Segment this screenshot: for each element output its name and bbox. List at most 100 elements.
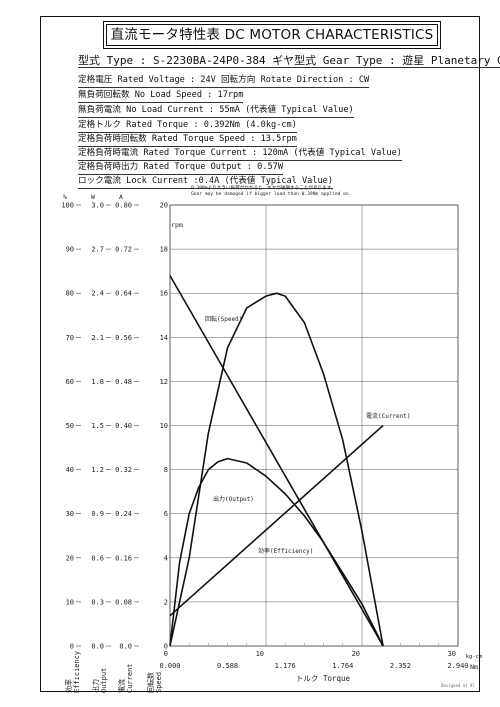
x-unit-nm: Nm: [470, 663, 478, 671]
spec-rated-torque-output: 定格負荷時出力 Rated Torque Output : 0.57W: [78, 162, 284, 175]
y-axis-title-en: Speed: [155, 672, 163, 693]
spec-lock-current: ロック電流 Lock Current :0.4A (代表値 Typical Va…: [78, 176, 334, 189]
y-tick-label-rpm: 16: [160, 290, 168, 298]
y-axis-title-%: 効率 Efficiency: [64, 651, 81, 693]
y-unit-%: %: [63, 193, 67, 201]
y-tick-label-rpm: 8: [164, 466, 168, 474]
y-tick-label-A: 0.0: [119, 643, 132, 651]
x-tick-label-kgcm: 20: [352, 650, 360, 658]
series-line-0: [169, 275, 384, 647]
y-axis-title-en: Efficiency: [73, 651, 81, 693]
spec-rated-torque: 定格トルク Rated Torque : 0.392Nm (4.0kg-cm): [78, 120, 297, 133]
y-tick-label-A: 0.24: [115, 510, 132, 518]
x-tick-label-nm: 0.588: [217, 662, 238, 670]
y-axis-title-A: 電流 Current: [117, 663, 134, 693]
y-unit-W: W: [91, 193, 95, 201]
y-tick-label-W: 0.9: [91, 510, 104, 518]
series-label-3: 効率(Efficiency): [258, 547, 313, 555]
chart-series: [169, 275, 384, 647]
y-tick-label-rpm: 10: [160, 422, 168, 430]
y-tick-label-%: 30: [66, 510, 74, 518]
y-axis-title-en: Output: [100, 668, 108, 693]
characteristics-sheet: [40, 16, 480, 692]
gear-damage-note: 0.39Nmより大きい負荷がかかると、ギヤが破損することがあります。 Gear …: [191, 186, 351, 198]
y-axis-title-rpm: 回転数 Speed: [146, 672, 163, 693]
y-tick-label-W: 0.0: [91, 643, 104, 651]
chart-grid: [169, 204, 459, 647]
y-axis-title-en: Current: [126, 663, 134, 693]
y-tick-label-W: 3.0: [91, 202, 104, 210]
y-tick-label-rpm: 4: [164, 554, 168, 562]
y-tick-label-A: 0.40: [115, 422, 132, 430]
y-tick-label-W: 2.1: [91, 334, 104, 342]
x-tick-label-kgcm: 10: [256, 650, 264, 658]
spec-rated-torque-speed: 定格負荷時回転数 Rated Torque Speed : 13.5rpm: [78, 134, 297, 147]
y-axis-title-jp: 効率: [64, 679, 73, 693]
y-tick-label-W: 2.4: [91, 290, 104, 298]
y-tick-label-A: 0.08: [115, 598, 132, 606]
y-tick-label-W: 2.7: [91, 246, 104, 254]
y-tick-label-%: 10: [66, 598, 74, 606]
y-unit-A: A: [119, 193, 123, 201]
spec-type: 型式 Type : S-2230BA-24P0-384 ギヤ型式 Gear Ty…: [78, 55, 500, 68]
y-tick-label-rpm: 12: [160, 378, 168, 386]
y-tick-label-W: 0.6: [91, 554, 104, 562]
y-tick-label-W: 1.8: [91, 378, 104, 386]
y-tick-label-rpm: 14: [160, 334, 168, 342]
y-tick-label-rpm: 2: [164, 598, 168, 606]
y-tick-label-A: 0.64: [115, 290, 132, 298]
y-tick-label-rpm: 18: [160, 246, 168, 254]
y-axis-title-W: 出力 Output: [91, 668, 108, 693]
y-tick-label-W: 0.3: [91, 598, 104, 606]
x-tick-label-nm: 1.176: [275, 662, 296, 670]
y-unit-rpm: rpm: [171, 221, 183, 229]
spec-no-load-current: 無負荷電流 No Load Current : 55mA (代表値 Typica…: [78, 105, 354, 118]
y-tick-label-rpm: 6: [164, 510, 168, 518]
x-tick-label-nm: 2.352: [390, 662, 411, 670]
series-line-2: [169, 292, 384, 647]
y-tick-label-A: 0.56: [115, 334, 132, 342]
y-tick-label-W: 1.5: [91, 422, 104, 430]
gear-damage-note-jp: 0.39Nmより大きい負荷がかかると、ギヤが破損することがあります。: [191, 186, 336, 191]
y-tick-label-%: 90: [66, 246, 74, 254]
series-label-0: 回転(Speed): [205, 315, 242, 323]
y-tick-label-A: 0.16: [115, 554, 132, 562]
x-tick-label-nm: 2.940: [447, 662, 468, 670]
y-tick-label-%: 70: [66, 334, 74, 342]
y-tick-label-A: 0.48: [115, 378, 132, 386]
y-tick-label-%: 50: [66, 422, 74, 430]
y-tick-label-rpm: 0: [164, 643, 168, 651]
chart-labels: 00.00.0020.080.31040.160.62060.240.93080…: [61, 193, 483, 693]
y-tick-label-%: 80: [66, 290, 74, 298]
spec-no-load-speed: 無負荷回転数 No Load Speed : 17rpm: [78, 90, 244, 103]
footer-note: Designed at 97: [441, 683, 475, 688]
x-axis-label: トルク Torque: [296, 674, 351, 683]
y-axis-title-jp: 出力: [91, 679, 100, 693]
x-tick-label-kgcm: 30: [448, 650, 456, 658]
series-line-3: [169, 457, 384, 647]
x-tick-label-nm: 0.000: [159, 662, 180, 670]
y-tick-label-%: 40: [66, 466, 74, 474]
series-line-1: [169, 424, 384, 617]
y-axis-title-jp: 回転数: [146, 672, 155, 693]
y-tick-label-A: 0.80: [115, 202, 132, 210]
y-tick-label-W: 1.2: [91, 466, 104, 474]
spec-rated-torque-current: 定格負荷時電流 Rated Torque Current : 120mA (代表…: [78, 148, 402, 161]
y-axis-title-jp: 電流: [117, 679, 126, 693]
chart-axes: [76, 204, 139, 647]
gear-damage-note-en: Gear may be damaged if bigger load than …: [191, 192, 352, 197]
x-tick-label-kgcm: 0: [164, 650, 168, 658]
y-tick-label-%: 60: [66, 378, 74, 386]
y-tick-label-%: 100: [61, 202, 74, 210]
spec-rated-voltage: 定格電圧 Rated Voltage : 24V 回転方向 Rotate Dir…: [78, 75, 370, 88]
y-tick-label-A: 0.32: [115, 466, 132, 474]
x-unit-kgcm: kg-cm: [466, 654, 483, 660]
page-title: 直流モータ特性表 DC MOTOR CHARACTERISTICS: [103, 21, 441, 49]
y-tick-label-A: 0.72: [115, 246, 132, 254]
y-tick-label-%: 20: [66, 554, 74, 562]
y-tick-label-%: 0: [70, 643, 74, 651]
y-tick-label-rpm: 20: [160, 202, 168, 210]
x-tick-label-nm: 1.764: [332, 662, 353, 670]
series-label-2: 出力(Output): [213, 495, 254, 503]
